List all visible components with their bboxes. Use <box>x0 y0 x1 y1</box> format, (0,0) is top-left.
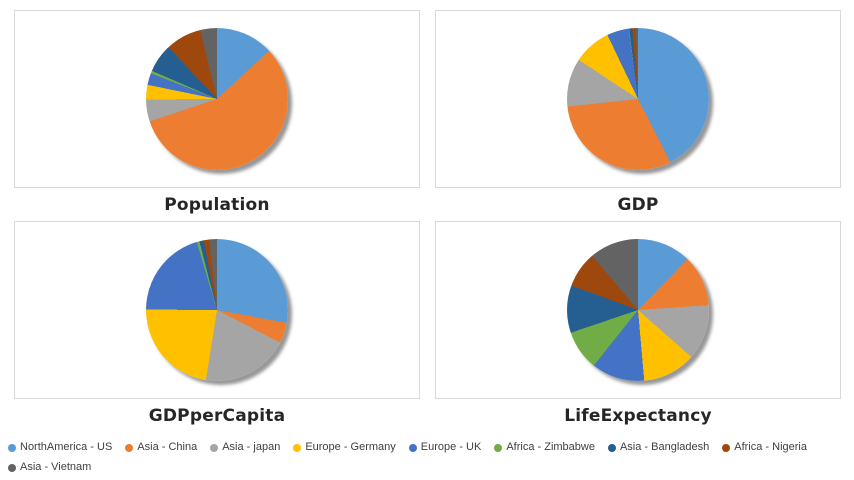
population-plot-area <box>14 10 420 188</box>
legend-item-label: Asia - China <box>137 441 198 453</box>
life-expectancy-plot-area <box>435 221 841 399</box>
legend-marker-icon <box>8 443 16 452</box>
life-expectancy-title: LifeExpectancy <box>564 405 712 426</box>
legend-item-label: Europe - UK <box>420 441 482 453</box>
legend-item: Africa - Nigeria <box>722 439 807 456</box>
legend-marker-icon <box>408 443 417 452</box>
legend-item-label: Africa - Nigeria <box>734 441 807 453</box>
legend-marker-icon <box>125 443 134 452</box>
legend-item: Africa - Zimbabwe <box>494 439 595 456</box>
legend-marker-icon <box>607 443 616 452</box>
legend-item: Asia - Bangladesh <box>607 439 710 456</box>
legend-item: Asia - Vietnam <box>8 459 91 476</box>
gdp-per-capita-title: GDPperCapita <box>148 405 286 426</box>
chart-cell-gdp-per-capita: GDPperCapita <box>14 221 420 432</box>
legend-item: Europe - UK <box>408 439 482 456</box>
chart-cell-gdp: GDP <box>435 10 841 221</box>
legend-marker-icon <box>722 443 731 452</box>
gdp-per-capita-plot-area <box>14 221 420 399</box>
population-title: Population <box>164 194 270 215</box>
legend: NorthAmerica - US Asia - China Asia - japa… <box>0 432 854 476</box>
gdp-per-capita-pie <box>146 239 288 381</box>
legend-item-label: Asia - japan <box>222 441 281 453</box>
population-pie <box>146 28 288 170</box>
chart-grid: Population GDP GDPperCapita LifeExpectan… <box>14 10 841 432</box>
life-expectancy-pie <box>567 239 709 381</box>
gdp-plot-area <box>435 10 841 188</box>
legend-item: Asia - China <box>125 439 197 456</box>
legend-marker-icon <box>210 443 219 452</box>
gdp-title: GDP <box>617 194 659 215</box>
gdp-pie <box>567 28 709 170</box>
legend-item-label: NorthAmerica - US <box>20 441 113 453</box>
legend-item: Europe - Germany <box>293 439 396 456</box>
chart-cell-life-expectancy: LifeExpectancy <box>435 221 841 432</box>
legend-item-label: Africa - Zimbabwe <box>506 441 595 453</box>
chart-cell-population: Population <box>14 10 420 221</box>
legend-item: Asia - japan <box>210 439 280 456</box>
legend-marker-icon <box>293 443 302 452</box>
legend-item-label: Asia - Vietnam <box>20 461 92 473</box>
legend-item-label: Asia - Bangladesh <box>619 441 710 453</box>
legend-marker-icon <box>494 443 503 452</box>
legend-item-label: Europe - Germany <box>305 441 396 453</box>
legend-marker-icon <box>8 463 16 472</box>
legend-item: NorthAmerica - US <box>8 439 112 456</box>
